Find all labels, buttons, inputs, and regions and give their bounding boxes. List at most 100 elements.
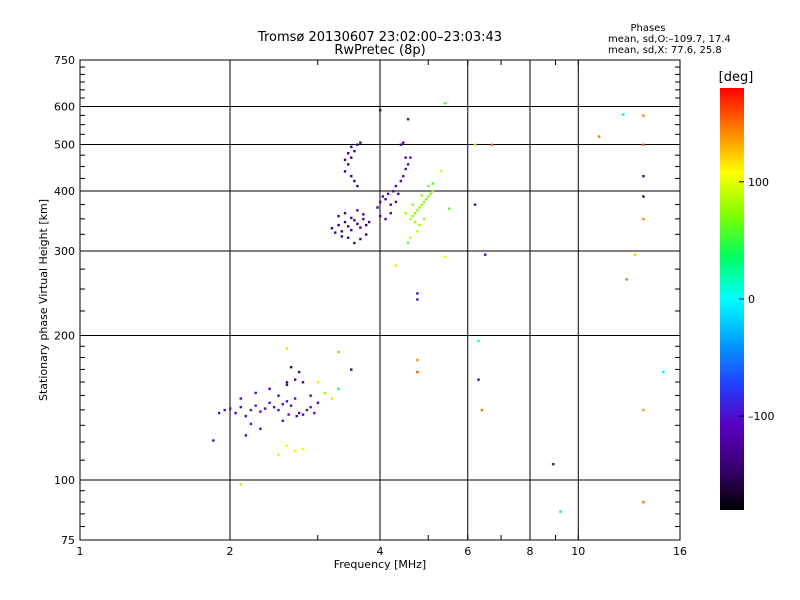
colorbar-tick-label: 0 xyxy=(748,293,755,306)
x-tick-label: 4 xyxy=(377,545,384,558)
data-point xyxy=(343,170,347,173)
data-point xyxy=(350,228,353,232)
data-point xyxy=(285,444,289,447)
data-point xyxy=(337,350,340,354)
data-point xyxy=(362,217,365,221)
phases-x-stats: mean, sd,X: 77.6, 25.8 xyxy=(608,45,722,56)
data-point xyxy=(402,141,405,144)
data-point xyxy=(343,220,347,224)
data-point xyxy=(337,214,340,218)
data-point xyxy=(642,408,645,412)
data-point xyxy=(431,182,434,185)
data-point xyxy=(254,391,257,395)
data-point xyxy=(316,401,320,404)
data-point xyxy=(239,483,242,486)
data-point xyxy=(362,213,365,216)
y-tick-label: 750 xyxy=(54,54,75,67)
phases-o-stats: mean, sd,O:–109.7, 17.4 xyxy=(608,34,731,45)
data-point xyxy=(359,226,362,229)
data-point xyxy=(293,449,297,453)
data-point xyxy=(634,253,637,256)
data-point xyxy=(411,203,414,206)
data-point xyxy=(418,206,421,209)
data-point xyxy=(350,145,353,149)
data-point xyxy=(420,194,424,197)
data-point xyxy=(418,223,421,227)
x-tick-label: 10 xyxy=(571,545,585,558)
data-point xyxy=(431,190,434,193)
data-point xyxy=(323,391,327,395)
data-point xyxy=(234,411,237,415)
data-point xyxy=(353,179,356,183)
data-point xyxy=(406,118,410,121)
data-point xyxy=(389,203,392,206)
data-point xyxy=(350,174,353,178)
data-point xyxy=(316,381,320,384)
data-point xyxy=(622,113,625,116)
colorbar-tick-label: 100 xyxy=(748,176,769,189)
data-point xyxy=(356,184,359,188)
data-point xyxy=(309,405,312,409)
data-point xyxy=(297,370,301,374)
data-point xyxy=(477,339,480,343)
data-point xyxy=(330,227,334,230)
data-point xyxy=(399,143,403,146)
data-point xyxy=(394,264,398,267)
data-point xyxy=(394,184,398,188)
data-point xyxy=(399,179,403,183)
data-point xyxy=(443,102,447,105)
data-point xyxy=(356,222,359,226)
data-point xyxy=(223,408,226,412)
data-point xyxy=(244,414,248,418)
data-point xyxy=(301,413,305,416)
data-point xyxy=(259,427,262,430)
data-point xyxy=(359,237,362,241)
y-tick-label: 300 xyxy=(54,245,75,258)
data-point xyxy=(404,167,407,171)
data-point xyxy=(416,230,419,233)
y-tick-label: 500 xyxy=(54,139,75,152)
data-point xyxy=(244,434,248,437)
chart-title: Tromsø 20130607 23:02:00–23:03:43 xyxy=(257,30,502,45)
data-point xyxy=(305,408,309,412)
y-tick-label: 600 xyxy=(54,101,75,114)
data-point xyxy=(477,378,480,381)
x-tick-label: 2 xyxy=(227,545,234,558)
data-point xyxy=(263,407,267,410)
chart-subtitle: RwPretec (8p) xyxy=(334,43,425,58)
data-point xyxy=(642,217,645,221)
data-point xyxy=(443,255,447,259)
data-point xyxy=(350,368,353,371)
data-point xyxy=(356,143,359,146)
data-point xyxy=(281,403,284,406)
data-point xyxy=(416,298,419,301)
data-point xyxy=(406,241,410,245)
data-point xyxy=(392,190,395,193)
data-point xyxy=(337,223,340,227)
data-point xyxy=(295,414,298,418)
data-point xyxy=(301,448,305,451)
data-point xyxy=(642,114,645,117)
data-point xyxy=(334,231,337,234)
data-point xyxy=(625,278,628,281)
data-point xyxy=(642,143,645,146)
data-point xyxy=(249,408,253,412)
data-point xyxy=(376,206,379,209)
data-point xyxy=(394,200,398,204)
data-point xyxy=(330,397,334,400)
y-tick-label: 100 xyxy=(54,474,75,487)
data-point xyxy=(239,405,242,409)
data-point xyxy=(285,347,289,350)
data-point xyxy=(379,109,382,112)
data-point xyxy=(356,209,359,212)
data-point xyxy=(212,439,215,442)
y-tick-label: 75 xyxy=(61,534,75,547)
data-point xyxy=(343,158,347,162)
data-point xyxy=(309,394,312,397)
data-point xyxy=(381,195,385,198)
data-point xyxy=(301,381,305,384)
data-point xyxy=(346,236,350,239)
data-point xyxy=(422,200,426,204)
data-point xyxy=(413,220,417,224)
data-point xyxy=(416,209,419,212)
